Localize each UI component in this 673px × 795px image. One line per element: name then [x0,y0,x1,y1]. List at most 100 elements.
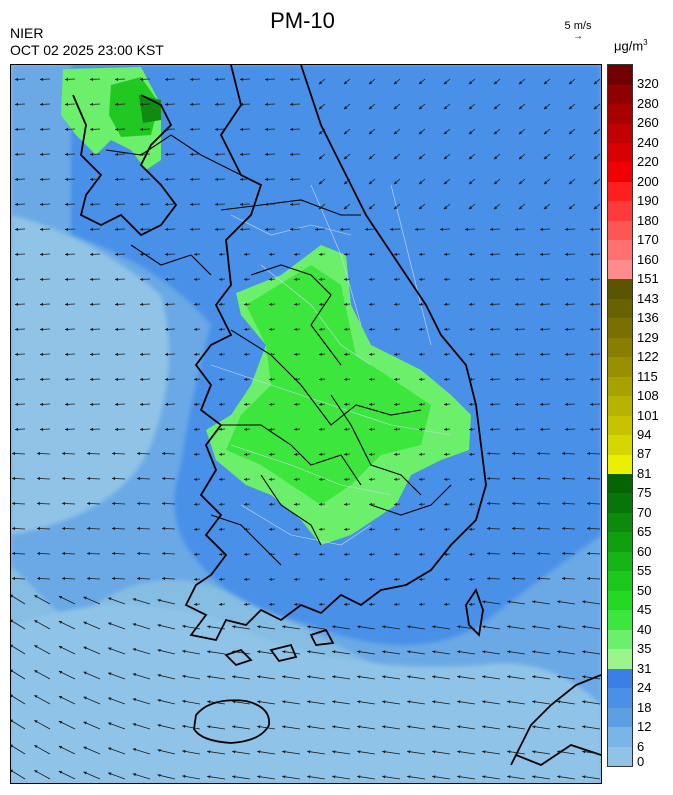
wind-arrowhead-icon [357,675,361,679]
wind-arrowhead-icon [444,552,448,556]
wind-arrow-icon [432,750,451,755]
wind-arrowhead-icon [34,595,38,599]
wind-arrow-icon [332,675,351,680]
wind-arrowhead-icon [40,102,44,106]
agency-label: NIER [10,25,44,41]
wind-arrowhead-icon [265,152,269,156]
wind-arrowhead-icon [240,77,244,81]
legend-color-step [608,435,632,455]
wind-arrowhead-icon [194,577,198,581]
wind-arrowhead-icon [282,700,286,704]
wind-arrow-icon [332,625,351,630]
wind-arrowhead-icon [540,402,544,406]
wind-arrowhead-icon [418,106,423,110]
wind-arrowhead-icon [432,725,436,729]
legend-tick-label: 122 [637,349,659,365]
wind-arrow-icon [282,625,301,630]
wind-arrowhead-icon [62,476,66,481]
wind-arrowhead-icon [12,526,16,531]
wind-arrowhead-icon [419,302,423,306]
wind-arrowhead-icon [418,81,423,85]
wind-arrowhead-icon [343,156,348,160]
wind-arrowhead-icon [244,552,248,556]
wind-arrowhead-icon [540,277,544,281]
wind-arrowhead-icon [112,451,116,456]
wind-arrowhead-icon [568,156,573,160]
wind-arrowhead-icon [257,650,261,654]
wind-arrowhead-icon [394,477,398,481]
ulleung-island-east [465,587,484,637]
wind-arrowhead-icon [487,451,491,456]
wind-arrowhead-icon [219,577,223,581]
wind-arrowhead-icon [419,352,423,356]
wind-arrowhead-icon [465,227,469,231]
wind-arrow-icon [482,675,501,680]
wind-arrowhead-icon [34,670,38,674]
wind-arrowhead-icon [257,775,261,779]
wind-arrowhead-icon [487,551,491,556]
wind-arrowhead-icon [582,675,586,679]
legend-color-step [608,162,632,182]
wind-arrowhead-icon [207,750,211,754]
wind-arrow-icon [507,750,526,755]
wind-arrowhead-icon [418,131,423,135]
legend-tick-label: 136 [637,310,659,326]
wind-arrowhead-icon [194,352,198,356]
wind-arrowhead-icon [357,650,361,654]
wind-arrow-icon [582,700,601,705]
wind-arrowhead-icon [90,302,94,306]
wind-arrowhead-icon [294,602,298,606]
wind-arrowhead-icon [219,602,223,606]
wind-arrowhead-icon [190,127,194,131]
wind-arrow-icon [357,675,376,680]
wind-arrowhead-icon [432,675,436,679]
wind-arrowhead-icon [90,277,94,281]
wind-arrowhead-icon [115,177,119,181]
wind-arrowhead-icon [407,700,411,704]
wind-arrowhead-icon [90,177,94,181]
wind-arrowhead-icon [557,775,561,779]
wind-arrowhead-icon [543,156,548,160]
wind-arrow-icon [407,725,426,730]
wind-arrow-icon [457,725,476,730]
legend-tick-label: 65 [637,524,652,540]
wind-arrowhead-icon [219,527,223,531]
south-sea-light-band [11,605,601,783]
legend-tick-label: 160 [637,251,659,267]
wind-arrowhead-icon [319,277,323,281]
wind-arrow-icon [157,649,176,655]
wind-arrowhead-icon [40,127,44,131]
wind-arrowhead-icon [194,402,198,406]
wind-arrowhead-icon [557,750,561,754]
wind-arrowhead-icon [394,402,398,406]
wind-arrowhead-icon [207,650,211,654]
wind-arrowhead-icon [194,377,198,381]
wind-arrowhead-icon [518,106,523,110]
wind-arrow-icon [282,700,301,705]
wind-arrowhead-icon [87,476,91,481]
wind-arrow-icon [207,725,226,730]
wind-arrow-icon [382,775,401,780]
wind-arrow-icon [307,725,326,730]
wind-arrowhead-icon [244,327,248,331]
wind-arrowhead-icon [444,452,448,456]
wind-arrowhead-icon [407,775,411,779]
wind-arrowhead-icon [515,402,519,406]
wind-arrowhead-icon [269,452,273,456]
wind-arrowhead-icon [215,152,219,156]
korea-mainland-coast [184,65,487,642]
wind-arrowhead-icon [419,502,423,506]
wind-arrow-icon [282,725,301,730]
wind-arrowhead-icon [357,700,361,704]
wind-arrowhead-icon [294,577,298,581]
wind-arrowhead-icon [444,327,448,331]
wind-arrowhead-icon [419,477,423,481]
wind-arrowhead-icon [140,127,144,131]
wind-arrow-icon [157,699,176,705]
wind-arrowhead-icon [157,648,161,653]
wind-arrowhead-icon [482,625,486,629]
wind-arrowhead-icon [165,327,169,331]
wind-arrowhead-icon [432,750,436,754]
wind-arrowhead-icon [565,377,569,381]
legend-tick-label: 81 [637,465,652,481]
